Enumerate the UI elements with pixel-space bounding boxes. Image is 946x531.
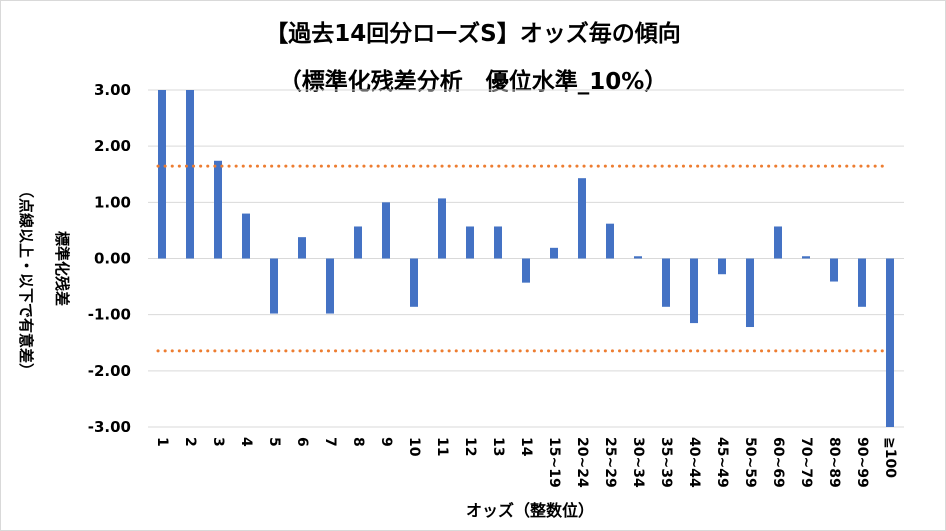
x-tick-label: 1 [154, 437, 170, 447]
y-tick-labels: 3.00 2.00 1.00 0.00 -1.00 -2.00 -3.00 [88, 81, 131, 436]
x-tick-label: ≧100 [882, 437, 898, 478]
bar [494, 226, 502, 259]
bar [438, 198, 446, 259]
bar [522, 258, 530, 283]
y-axis-sublabel: （点線以上・以下で有意差） [17, 183, 35, 378]
bar [326, 258, 334, 314]
x-tick-label: 11 [434, 437, 450, 456]
bar [382, 202, 390, 259]
x-tick-label: 50~59 [742, 437, 758, 488]
x-tick-label: 13 [490, 437, 506, 456]
x-tick-label: 45~49 [714, 437, 730, 488]
bar [746, 258, 754, 328]
chart-subtitle: （標準化残差分析 優位水準_10%） [278, 69, 668, 95]
bar [550, 247, 558, 259]
x-tick-label: 10 [406, 437, 422, 457]
bar [774, 226, 782, 259]
bar [186, 90, 194, 259]
x-tick-label: 3 [210, 437, 226, 447]
bar [242, 213, 250, 259]
bar [858, 258, 866, 307]
x-tick-label: 60~69 [770, 437, 786, 488]
x-tick-label: 40~44 [686, 437, 702, 488]
bar [354, 226, 362, 259]
threshold-lines [156, 164, 890, 353]
bar [298, 237, 306, 259]
x-tick-label: 6 [294, 437, 310, 447]
y-tick-label: -3.00 [88, 418, 131, 436]
chart-title: 【過去14回分ローズS】オッズ毎の傾向 [265, 21, 681, 47]
x-tick-label: 7 [322, 437, 338, 447]
x-tick-label: 4 [238, 437, 254, 447]
x-tick-label: 12 [462, 437, 478, 456]
bar [270, 258, 278, 314]
bar [466, 226, 474, 259]
x-tick-labels: 1 2 3 4 5 6 7 8 9 10 11 12 13 14 15~19 20~24 25~29 30~34 3… [154, 437, 898, 488]
y-tick-label: 1.00 [94, 193, 131, 211]
x-tick-label: 70~79 [798, 437, 814, 488]
y-tick-label: 3.00 [94, 81, 131, 99]
y-axis-label: 標準化残差 [53, 231, 71, 306]
bar [830, 258, 838, 282]
x-tick-label: 90~99 [854, 437, 870, 488]
bar [158, 90, 166, 259]
bar [690, 258, 698, 324]
bar [214, 160, 222, 259]
x-tick-label: 80~89 [826, 437, 842, 488]
x-tick-label: 30~34 [630, 437, 646, 488]
x-tick-label: 9 [378, 437, 394, 447]
y-tick-label: -2.00 [88, 362, 131, 380]
bar [634, 256, 642, 259]
x-tick-label: 15~19 [546, 437, 562, 488]
bar [606, 223, 614, 259]
x-tick-label: 8 [350, 437, 366, 447]
x-tick-label: 2 [182, 437, 198, 447]
y-axis-labels: 標準化残差 （点線以上・以下で有意差） [17, 183, 71, 378]
bar [578, 178, 586, 259]
bar [718, 258, 726, 275]
x-tick-label: 35~39 [658, 437, 674, 488]
y-tick-label: -1.00 [88, 306, 131, 324]
bar [886, 258, 894, 427]
bars [158, 90, 894, 427]
bar [410, 258, 418, 307]
y-tick-label: 0.00 [94, 250, 131, 268]
bar [662, 258, 670, 307]
x-axis-label: オッズ（整数位） [465, 501, 594, 520]
x-tick-label: 25~29 [602, 437, 618, 488]
bar [802, 256, 810, 259]
x-tick-label: 20~24 [574, 437, 590, 488]
y-tick-label: 2.00 [94, 137, 131, 155]
x-tick-label: 5 [266, 437, 282, 447]
x-tick-label: 14 [518, 437, 534, 457]
